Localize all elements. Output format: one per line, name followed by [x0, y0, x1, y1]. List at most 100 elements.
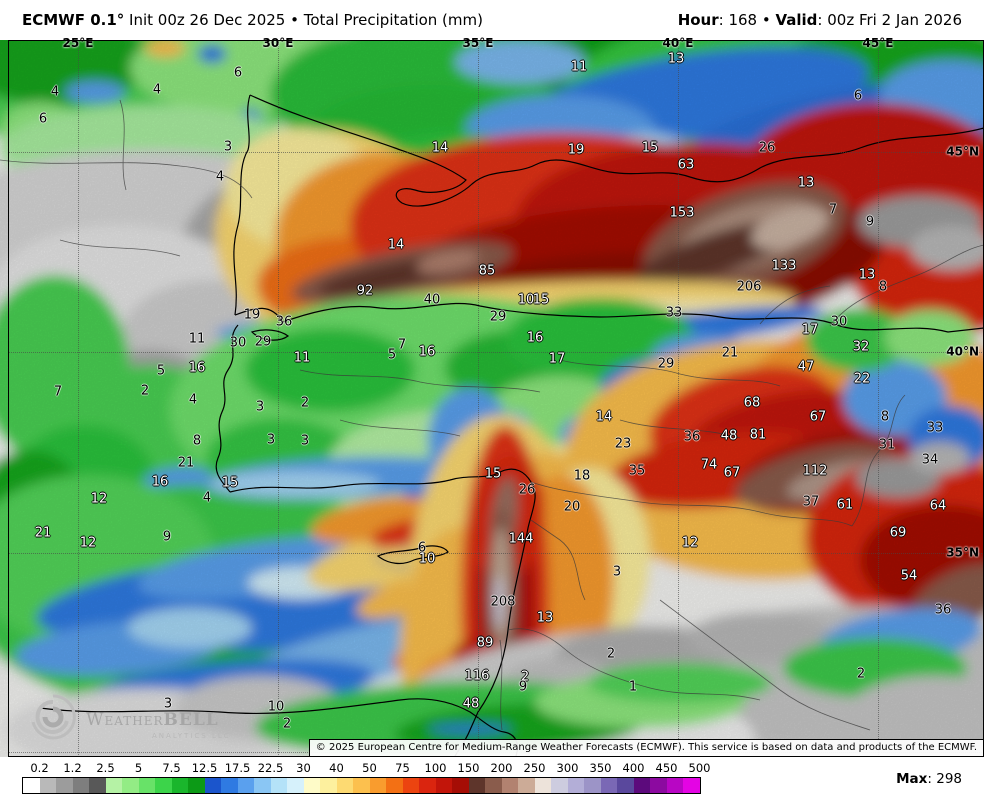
scale-tick: 250	[523, 761, 546, 775]
colorbar-segment	[386, 778, 403, 793]
precip-value-label: 19	[243, 307, 261, 323]
precip-value-label: 11	[570, 59, 588, 75]
precip-value-label: 29	[657, 356, 675, 372]
scale-tick: 150	[457, 761, 480, 775]
precip-value-label: 2	[856, 666, 866, 682]
precip-value-label: 15	[532, 292, 550, 308]
precip-value-label: 40	[423, 292, 441, 308]
hour-label: Hour	[677, 11, 719, 29]
precip-value-label: 19	[567, 142, 585, 158]
longitude-line	[878, 40, 879, 757]
precip-value-label: 29	[489, 309, 507, 325]
valid-label: Valid	[775, 11, 818, 29]
precip-value-label: 2	[606, 646, 616, 662]
precip-value-label: 20	[563, 499, 581, 515]
precip-value-label: 15	[221, 475, 239, 491]
precip-value-label: 8	[878, 279, 888, 295]
precip-value-label: 12	[681, 535, 699, 551]
init-and-parameter: Init 00z 26 Dec 2025 • Total Precipitati…	[124, 11, 483, 29]
colorbar-segment	[270, 778, 287, 793]
longitude-line	[478, 40, 479, 757]
precip-value-label: 9	[518, 679, 528, 695]
precip-value-label: 3	[255, 399, 265, 415]
precip-value-label: 5	[387, 347, 397, 363]
precip-value-label: 17	[548, 351, 566, 367]
precip-value-label: 6	[233, 65, 243, 81]
precip-value-label: 206	[736, 279, 762, 295]
precip-value-label: 85	[478, 263, 496, 279]
colorbar-segment	[303, 778, 320, 793]
scale-tick: 350	[589, 761, 612, 775]
colorbar-segment	[666, 778, 683, 793]
scale-tick: 450	[655, 761, 678, 775]
precip-value-label: 11	[188, 331, 206, 347]
precip-value-label: 37	[802, 494, 820, 510]
precip-value-label: 4	[215, 169, 225, 185]
precip-value-label: 30	[830, 314, 848, 330]
precip-value-label: 7	[397, 337, 407, 353]
precip-value-label: 6	[853, 88, 863, 104]
colorbar-segment	[320, 778, 337, 793]
map-title: ECMWF 0.1° Init 00z 26 Dec 2025 • Total …	[22, 11, 483, 29]
model-name: ECMWF 0.1°	[22, 11, 125, 29]
precip-value-label: 13	[667, 51, 685, 67]
precip-value-label: 4	[152, 82, 162, 98]
logo-subtext: ANALYTICS LLC	[152, 732, 231, 740]
precip-value-label: 7	[53, 384, 63, 400]
latitude-label: 40°N	[946, 344, 979, 359]
scale-tick: 12.5	[191, 761, 218, 775]
colorbar-segment	[188, 778, 205, 793]
colorbar-segment	[89, 778, 106, 793]
latitude-label: 45°N	[946, 144, 979, 159]
scale-tick: 400	[622, 761, 645, 775]
precip-value-label: 3	[300, 433, 310, 449]
precip-value-label: 30	[229, 335, 247, 351]
precip-value-label: 116	[464, 668, 490, 684]
colorbar-segment	[23, 778, 40, 793]
longitude-line	[278, 40, 279, 757]
precip-value-label: 13	[858, 267, 876, 283]
country-borders	[0, 99, 984, 731]
precip-value-label: 63	[677, 157, 695, 173]
valid-time: Hour: 168 • Valid: 00z Fri 2 Jan 2026	[678, 11, 962, 29]
precip-value-label: 32	[852, 339, 870, 355]
colorbar-segment	[584, 778, 601, 793]
precip-value-label: 48	[720, 428, 738, 444]
logo-wordmark: WeatherBELL	[86, 710, 219, 730]
scale-tick: 500	[688, 761, 711, 775]
colorbar-segment	[72, 778, 89, 793]
precip-value-label: 10	[418, 551, 436, 567]
colorbar-segment	[435, 778, 452, 793]
precip-value-label: 35	[628, 463, 646, 479]
scale-tick: 100	[424, 761, 447, 775]
colorbar-segment	[138, 778, 155, 793]
precip-value-label: 14	[431, 140, 449, 156]
precip-value-label: 12	[79, 535, 97, 551]
precip-value-label: 26	[758, 140, 776, 156]
colorbar-segment	[353, 778, 370, 793]
colorbar-segment	[105, 778, 122, 793]
scale-tick: 40	[329, 761, 344, 775]
colorbar-segment	[567, 778, 584, 793]
precip-value-label: 9	[162, 529, 172, 545]
coastlines	[39, 94, 984, 757]
colorbar-segment	[551, 778, 568, 793]
precip-value-label: 29	[254, 334, 272, 350]
colorbar-segment	[650, 778, 667, 793]
legend: 0.2 1.2 2.5 5 7.5 12.5 17.5 22.5 30 40 50 75 100 150 2…	[0, 757, 984, 808]
scale-tick: 1.2	[63, 761, 82, 775]
precipitation-map: 25°E 30°E 35°E 40°E 45°E 45°N 40°N 35°N 85 92 40 1…	[0, 36, 984, 757]
colorbar-segment	[254, 778, 271, 793]
precip-value-label: 67	[723, 465, 741, 481]
colorbar-segment	[221, 778, 238, 793]
scale-tick: 2.5	[96, 761, 115, 775]
precip-value-label: 16	[188, 360, 206, 376]
precip-value-label: 69	[889, 525, 907, 541]
colorbar-segment	[485, 778, 502, 793]
precip-value-label: 34	[921, 452, 939, 468]
precip-value-label: 153	[669, 205, 695, 221]
precip-value-label: 6	[417, 540, 427, 556]
precip-value-label: 47	[797, 359, 815, 375]
copyright-notice: © 2025 European Centre for Medium-Range …	[308, 739, 983, 756]
